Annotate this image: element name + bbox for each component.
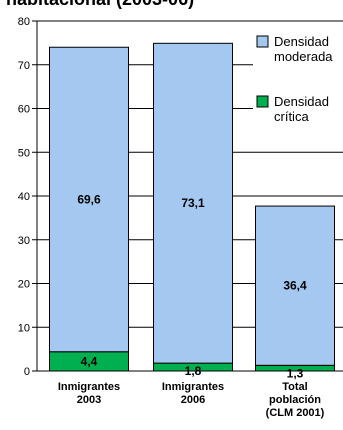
- category-label: Inmigrantes 2003: [58, 381, 120, 406]
- y-tick-label: 70: [18, 60, 30, 72]
- legend: Densidad moderada Densidad crítica: [253, 30, 343, 128]
- y-tick-label: 30: [18, 235, 30, 247]
- y-tick-label: 20: [18, 279, 30, 291]
- y-tick-label: 80: [18, 16, 30, 28]
- data-label: 69,6: [77, 193, 101, 207]
- y-tick-label: 10: [18, 322, 30, 334]
- bar-segment: [153, 42, 233, 364]
- legend-swatch: [256, 35, 269, 48]
- chart-title: habitacional (2003-06): [6, 0, 194, 9]
- bar-segment: [49, 46, 129, 353]
- y-tick-labels: 0 10 20 30 40 50 60 70 80: [18, 16, 30, 378]
- bar-segment: [255, 205, 335, 366]
- y-tick-label: 40: [18, 191, 30, 203]
- data-labels: 4,4 69,6 1,8 73,1 1,3 36,4: [77, 193, 307, 381]
- data-label: 4,4: [81, 354, 98, 368]
- data-label: 1,3: [287, 366, 304, 380]
- legend-swatch: [256, 95, 269, 108]
- legend-label: Densidad moderada: [274, 34, 333, 64]
- category-label: Total población (CLM 2001): [266, 381, 325, 419]
- data-label: 73,1: [181, 196, 205, 210]
- axes: [32, 20, 343, 372]
- data-label: 36,4: [283, 279, 307, 293]
- y-tick-label: 50: [18, 147, 30, 159]
- y-tick-label: 60: [18, 104, 30, 116]
- category-labels: Inmigrantes 2003 Inmigrantes 2006 Total pobla…: [58, 381, 325, 419]
- data-label: 1,8: [185, 364, 202, 378]
- category-label: Inmigrantes 2006: [162, 381, 224, 406]
- legend-label: Densidad crítica: [274, 94, 329, 124]
- y-tick-label: 0: [24, 366, 30, 378]
